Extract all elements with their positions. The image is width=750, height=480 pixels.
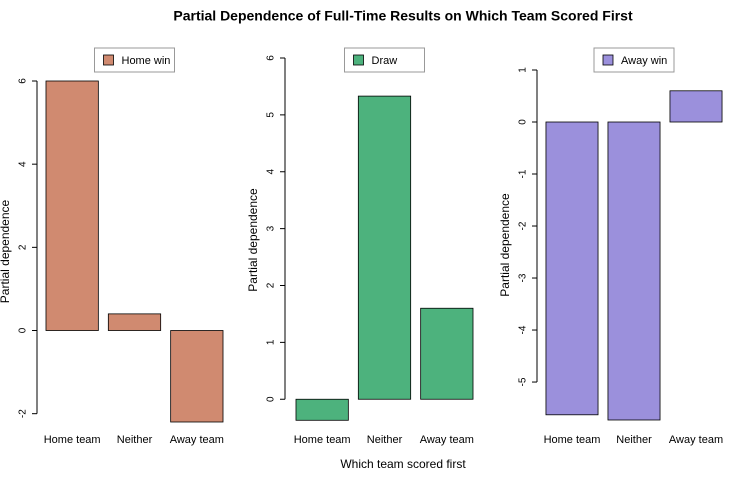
x-tick-label: Away team (170, 434, 224, 446)
x-tick-label: Neither (117, 434, 153, 446)
x-tick-label: Neither (616, 434, 652, 446)
legend-label: Away win (621, 55, 667, 67)
legend-label: Draw (372, 55, 398, 67)
x-tick-label: Home team (44, 434, 101, 446)
x-axis-label: Which team scored first (340, 457, 466, 471)
legend-label: Home win (122, 55, 171, 67)
figure-title: Partial Dependence of Full-Time Results … (173, 8, 633, 24)
y-tick-label: -5 (518, 377, 529, 386)
x-tick-label: Home team (294, 434, 351, 446)
y-tick-label: 4 (266, 169, 277, 175)
bar (669, 90, 723, 123)
bar (107, 313, 162, 331)
y-tick-label: 5 (266, 112, 277, 118)
y-tick-label: 6 (18, 78, 29, 84)
bar (420, 307, 474, 400)
legend-swatch (353, 54, 364, 66)
y-axis-label: Partial dependence (498, 193, 512, 297)
bar (357, 95, 412, 400)
x-tick-label: Home team (544, 434, 601, 446)
bar (295, 398, 349, 421)
y-tick-label: 3 (266, 225, 277, 231)
legend-swatch (602, 54, 614, 66)
y-tick-label: 2 (18, 244, 29, 250)
y-tick-label: 1 (266, 339, 277, 345)
y-tick-label: 0 (266, 396, 277, 402)
x-tick-label: Neither (367, 434, 403, 446)
y-tick-label: -1 (518, 169, 529, 178)
bar (545, 121, 599, 416)
bar (45, 80, 99, 331)
y-tick-label: -2 (18, 409, 29, 418)
y-tick-label: 2 (266, 282, 277, 288)
y-tick-label: -4 (518, 325, 529, 334)
y-tick-label: 4 (18, 161, 29, 167)
y-tick-label: 0 (18, 327, 29, 333)
y-axis-label: Partial dependence (0, 199, 12, 303)
bar (170, 330, 224, 423)
y-axis-label: Partial dependence (246, 188, 260, 292)
y-tick-label: 6 (266, 55, 277, 61)
y-tick-label: 1 (518, 67, 529, 73)
x-tick-label: Away team (669, 434, 723, 446)
legend-swatch (103, 54, 114, 66)
y-tick-label: -2 (518, 221, 529, 230)
y-tick-label: -3 (518, 273, 529, 282)
y-tick-label: 0 (518, 119, 529, 125)
bar (607, 121, 661, 421)
x-tick-label: Away team (420, 434, 474, 446)
